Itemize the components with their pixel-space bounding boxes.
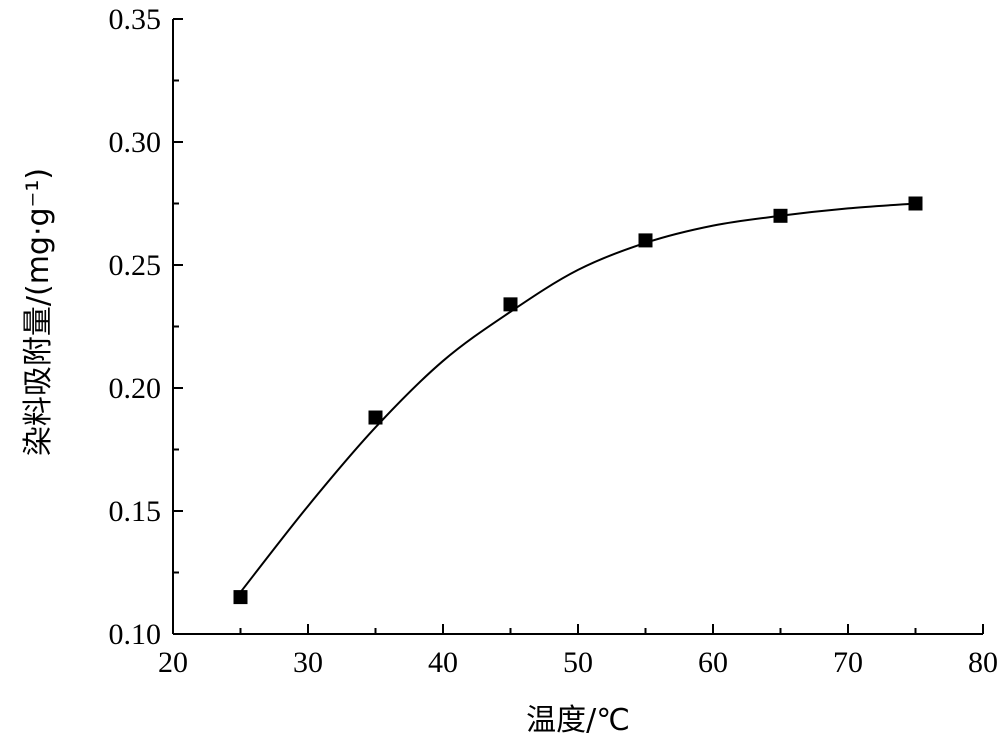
x-tick-label: 60 bbox=[698, 646, 728, 679]
y-tick-label: 0.25 bbox=[109, 249, 162, 282]
data-point bbox=[368, 410, 383, 425]
y-axis-title: 染料吸附量/(mg·g⁻¹) bbox=[21, 168, 56, 456]
y-tick-label: 0.35 bbox=[109, 3, 162, 36]
plot-area: 20 30 40 50 60 70 80 0.10 0.15 0.20 0.25 0.30 0.35 bbox=[109, 3, 999, 679]
fit-curve bbox=[239, 202, 916, 593]
data-point bbox=[638, 233, 653, 248]
y-tick-label: 0.10 bbox=[109, 618, 162, 651]
y-tick-label: 0.15 bbox=[109, 495, 162, 528]
data-point bbox=[773, 208, 788, 223]
x-tick-label: 20 bbox=[158, 646, 188, 679]
data-point bbox=[908, 196, 923, 211]
x-tick-label: 50 bbox=[563, 646, 593, 679]
x-tick-label: 40 bbox=[428, 646, 458, 679]
y-tick-label: 0.30 bbox=[109, 126, 162, 159]
x-axis-title: 温度/℃ bbox=[526, 703, 630, 738]
data-point bbox=[233, 590, 248, 605]
x-tick-label: 30 bbox=[293, 646, 323, 679]
data-point bbox=[503, 297, 518, 312]
x-tick-label: 80 bbox=[968, 646, 998, 679]
y-tick-label: 0.20 bbox=[109, 372, 162, 405]
x-tick-label: 70 bbox=[833, 646, 863, 679]
